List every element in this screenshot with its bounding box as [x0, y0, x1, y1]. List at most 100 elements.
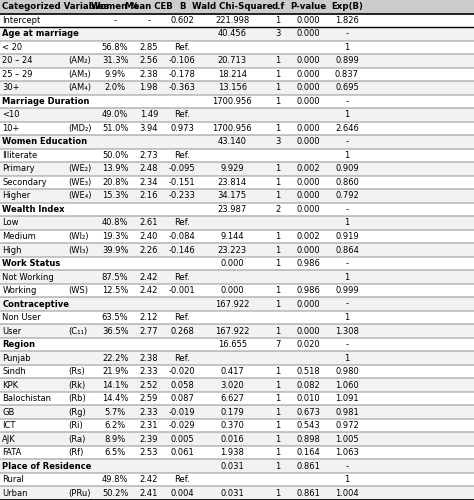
- Text: 0.000: 0.000: [297, 97, 320, 106]
- Text: 1: 1: [275, 300, 281, 308]
- Text: -0.029: -0.029: [169, 421, 195, 430]
- Text: Primary: Primary: [2, 164, 35, 173]
- Bar: [0, 0, 474, 14]
- Bar: [0, 202, 474, 216]
- Text: Sindh: Sindh: [2, 367, 26, 376]
- Text: Marriage Duration: Marriage Duration: [2, 97, 90, 106]
- Text: 56.8%: 56.8%: [102, 43, 128, 52]
- Text: 1.826: 1.826: [335, 16, 359, 25]
- Bar: [0, 216, 474, 230]
- Text: (AM₄): (AM₄): [68, 84, 91, 92]
- Text: 1: 1: [344, 151, 350, 160]
- Text: -0.151: -0.151: [169, 178, 195, 187]
- Text: 2.42: 2.42: [140, 286, 158, 295]
- Text: Non User: Non User: [2, 313, 41, 322]
- Text: User: User: [2, 326, 22, 336]
- Text: -: -: [346, 205, 348, 214]
- Text: (AM₃): (AM₃): [68, 70, 91, 79]
- Text: 1: 1: [275, 84, 281, 92]
- Text: Wealth Index: Wealth Index: [2, 205, 65, 214]
- Text: 51.0%: 51.0%: [102, 124, 128, 133]
- Text: 0.999: 0.999: [335, 286, 359, 295]
- Bar: [0, 270, 474, 284]
- Text: Women Education: Women Education: [2, 138, 88, 146]
- Text: Ref.: Ref.: [174, 313, 190, 322]
- Text: 1.060: 1.060: [335, 380, 359, 390]
- Text: 0.919: 0.919: [335, 232, 359, 241]
- Text: 63.5%: 63.5%: [102, 313, 128, 322]
- Text: -0.020: -0.020: [169, 367, 195, 376]
- Text: -: -: [346, 259, 348, 268]
- Text: 9.9%: 9.9%: [105, 70, 126, 79]
- Text: FATA: FATA: [2, 448, 22, 457]
- Text: 0.087: 0.087: [170, 394, 194, 403]
- Text: 40.8%: 40.8%: [102, 218, 128, 228]
- Bar: [0, 284, 474, 298]
- Text: 5.7%: 5.7%: [105, 408, 126, 416]
- Text: 23.814: 23.814: [218, 178, 247, 187]
- Text: Higher: Higher: [2, 192, 31, 200]
- Text: 0.000: 0.000: [297, 70, 320, 79]
- Bar: [0, 473, 474, 486]
- Bar: [0, 298, 474, 311]
- Text: AJK: AJK: [2, 434, 16, 444]
- Bar: [0, 176, 474, 189]
- Text: 87.5%: 87.5%: [102, 272, 128, 281]
- Text: Contraceptive: Contraceptive: [2, 300, 69, 308]
- Text: B: B: [179, 2, 185, 12]
- Bar: [0, 94, 474, 108]
- Text: (Ri): (Ri): [68, 421, 82, 430]
- Text: 14.1%: 14.1%: [102, 380, 128, 390]
- Bar: [0, 338, 474, 351]
- Text: Age at marriage: Age at marriage: [2, 30, 79, 38]
- Text: 34.175: 34.175: [218, 192, 247, 200]
- Text: Medium: Medium: [2, 232, 36, 241]
- Text: 0.864: 0.864: [335, 246, 359, 254]
- Text: Not Working: Not Working: [2, 272, 54, 281]
- Text: 0.020: 0.020: [297, 340, 320, 349]
- Text: ICT: ICT: [2, 421, 16, 430]
- Text: 1: 1: [275, 286, 281, 295]
- Text: 0.010: 0.010: [297, 394, 320, 403]
- Text: 2.31: 2.31: [139, 421, 158, 430]
- Text: 0.000: 0.000: [297, 56, 320, 66]
- Text: 1: 1: [275, 246, 281, 254]
- Text: 1: 1: [275, 124, 281, 133]
- Text: (WE₂): (WE₂): [68, 164, 91, 173]
- Text: -0.146: -0.146: [169, 246, 195, 254]
- Text: 15.3%: 15.3%: [102, 192, 128, 200]
- Text: 0.000: 0.000: [297, 326, 320, 336]
- Text: Rural: Rural: [2, 475, 24, 484]
- Bar: [0, 135, 474, 148]
- Text: 2.53: 2.53: [139, 448, 158, 457]
- Text: 1: 1: [275, 421, 281, 430]
- Bar: [0, 257, 474, 270]
- Bar: [0, 27, 474, 40]
- Text: 0.860: 0.860: [335, 178, 359, 187]
- Text: 2.42: 2.42: [140, 272, 158, 281]
- Text: 1: 1: [275, 326, 281, 336]
- Text: -: -: [346, 97, 348, 106]
- Text: 30+: 30+: [2, 84, 20, 92]
- Text: Secondary: Secondary: [2, 178, 47, 187]
- Text: 1.063: 1.063: [335, 448, 359, 457]
- Text: -: -: [346, 300, 348, 308]
- Text: 0.000: 0.000: [297, 16, 320, 25]
- Text: GB: GB: [2, 408, 15, 416]
- Text: 2.52: 2.52: [140, 380, 158, 390]
- Text: 8.9%: 8.9%: [105, 434, 126, 444]
- Text: 23.987: 23.987: [218, 205, 247, 214]
- Text: 7: 7: [275, 340, 281, 349]
- Text: 6.627: 6.627: [220, 394, 244, 403]
- Text: -: -: [346, 138, 348, 146]
- Text: Place of Residence: Place of Residence: [2, 462, 92, 470]
- Text: 1: 1: [275, 97, 281, 106]
- Text: 2.34: 2.34: [139, 178, 158, 187]
- Text: 49.8%: 49.8%: [102, 475, 128, 484]
- Text: 0.179: 0.179: [220, 408, 244, 416]
- Text: 12.5%: 12.5%: [102, 286, 128, 295]
- Text: 3.020: 3.020: [220, 380, 244, 390]
- Text: 2.48: 2.48: [139, 164, 158, 173]
- Text: 0.909: 0.909: [335, 164, 359, 173]
- Text: 20.8%: 20.8%: [102, 178, 128, 187]
